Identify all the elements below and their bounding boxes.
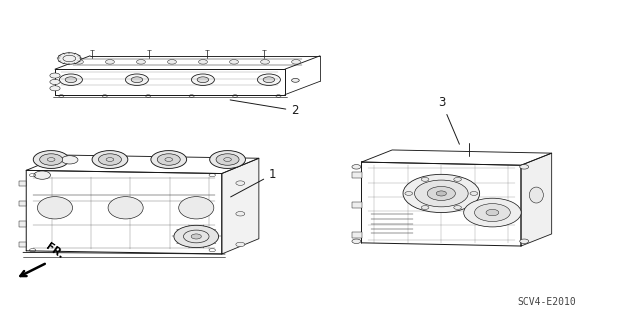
Circle shape	[470, 192, 477, 196]
Circle shape	[50, 79, 60, 84]
Circle shape	[58, 53, 81, 64]
Polygon shape	[222, 158, 259, 254]
Bar	[352, 172, 362, 178]
Circle shape	[415, 180, 468, 207]
Circle shape	[106, 60, 115, 64]
Circle shape	[236, 181, 245, 185]
Text: 2: 2	[230, 100, 299, 117]
Ellipse shape	[529, 187, 543, 203]
Circle shape	[136, 60, 145, 64]
Circle shape	[151, 151, 187, 168]
Circle shape	[421, 206, 429, 209]
Circle shape	[263, 77, 275, 83]
Circle shape	[157, 154, 180, 165]
Circle shape	[292, 60, 301, 64]
Circle shape	[191, 74, 214, 85]
Polygon shape	[521, 153, 552, 246]
Circle shape	[520, 164, 529, 169]
Circle shape	[50, 86, 60, 91]
Circle shape	[99, 154, 122, 165]
Circle shape	[210, 151, 246, 168]
Circle shape	[50, 73, 60, 78]
Circle shape	[61, 156, 78, 164]
Circle shape	[174, 225, 219, 248]
Text: FR.: FR.	[44, 241, 66, 260]
Circle shape	[454, 178, 461, 181]
Text: 1: 1	[230, 168, 276, 197]
Circle shape	[236, 212, 245, 216]
Circle shape	[92, 151, 128, 168]
Circle shape	[352, 239, 361, 244]
Bar	[19, 242, 26, 247]
Circle shape	[34, 171, 51, 179]
Circle shape	[197, 77, 209, 83]
Circle shape	[60, 74, 83, 85]
Circle shape	[230, 60, 239, 64]
Circle shape	[216, 154, 239, 165]
Circle shape	[464, 198, 521, 227]
Circle shape	[74, 60, 83, 64]
Circle shape	[454, 206, 461, 209]
Bar	[19, 221, 26, 227]
Circle shape	[486, 209, 499, 216]
Circle shape	[260, 60, 269, 64]
Circle shape	[131, 77, 143, 83]
Ellipse shape	[108, 197, 143, 219]
Circle shape	[198, 60, 207, 64]
Circle shape	[236, 242, 245, 247]
Circle shape	[40, 154, 63, 165]
Bar	[352, 202, 362, 208]
Bar	[19, 201, 26, 206]
Circle shape	[168, 60, 177, 64]
Circle shape	[125, 74, 148, 85]
Bar	[352, 232, 362, 238]
Text: 3: 3	[438, 96, 460, 144]
Bar	[19, 180, 26, 186]
Ellipse shape	[179, 197, 214, 219]
Circle shape	[474, 204, 510, 221]
Circle shape	[65, 77, 77, 83]
Text: SCV4-E2010: SCV4-E2010	[517, 297, 576, 307]
Circle shape	[520, 239, 529, 244]
Circle shape	[257, 74, 280, 85]
Circle shape	[436, 191, 447, 196]
Ellipse shape	[37, 197, 72, 219]
Circle shape	[292, 78, 300, 82]
Circle shape	[421, 178, 429, 181]
Circle shape	[33, 151, 69, 168]
Circle shape	[191, 234, 202, 239]
Circle shape	[405, 192, 413, 196]
Circle shape	[428, 187, 456, 200]
Circle shape	[403, 174, 479, 212]
Circle shape	[352, 164, 361, 169]
